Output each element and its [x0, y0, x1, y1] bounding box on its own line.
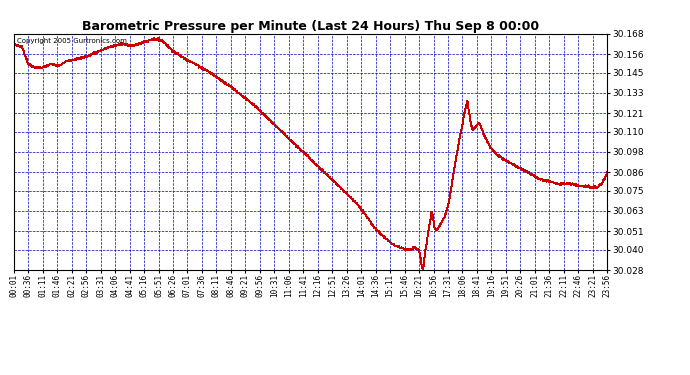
Title: Barometric Pressure per Minute (Last 24 Hours) Thu Sep 8 00:00: Barometric Pressure per Minute (Last 24 … — [82, 20, 539, 33]
Text: Copyright 2005 Gurtronics.com: Copyright 2005 Gurtronics.com — [17, 39, 127, 45]
